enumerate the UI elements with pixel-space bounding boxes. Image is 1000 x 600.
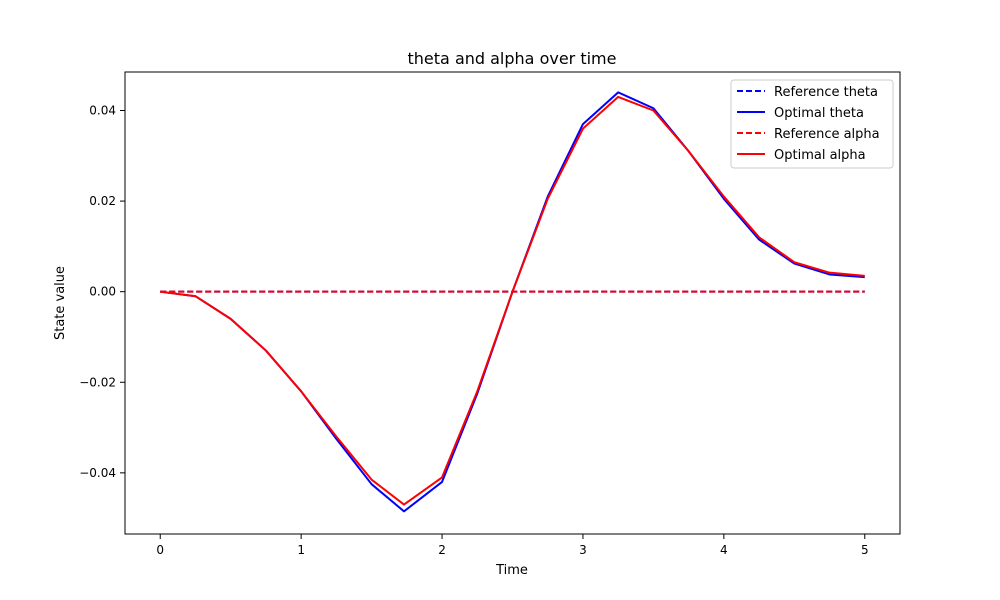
y-tick-label: 0.00: [89, 285, 116, 299]
x-axis: 0 1 2 3 4 5: [156, 534, 869, 557]
y-tick-label: 0.02: [89, 194, 116, 208]
y-axis: −0.04 −0.02 0.00 0.02 0.04: [79, 104, 125, 480]
y-axis-label: State value: [53, 266, 68, 340]
y-tick-label: −0.02: [79, 375, 116, 389]
x-axis-label: Time: [495, 563, 528, 578]
legend: Reference theta Optimal theta Reference al…: [730, 79, 894, 169]
series-line-optimal-alpha: [160, 95, 865, 506]
y-tick-label: −0.04: [79, 466, 116, 480]
x-tick-label: 5: [861, 543, 869, 557]
legend-label: Reference theta: [774, 85, 878, 100]
x-tick-label: 1: [297, 543, 305, 557]
plot-area: [124, 71, 901, 535]
plot-frame: [124, 71, 901, 535]
chart-title: theta and alpha over time: [408, 49, 617, 68]
x-tick-label: 2: [438, 543, 446, 557]
legend-label: Optimal theta: [774, 106, 864, 121]
legend-label: Reference alpha: [774, 127, 880, 142]
legend-label: Optimal alpha: [774, 148, 866, 163]
legend-box: [730, 79, 894, 169]
x-tick-label: 4: [720, 543, 728, 557]
x-tick-label: 0: [156, 543, 164, 557]
x-tick-label: 3: [579, 543, 587, 557]
y-tick-label: 0.04: [89, 104, 116, 118]
